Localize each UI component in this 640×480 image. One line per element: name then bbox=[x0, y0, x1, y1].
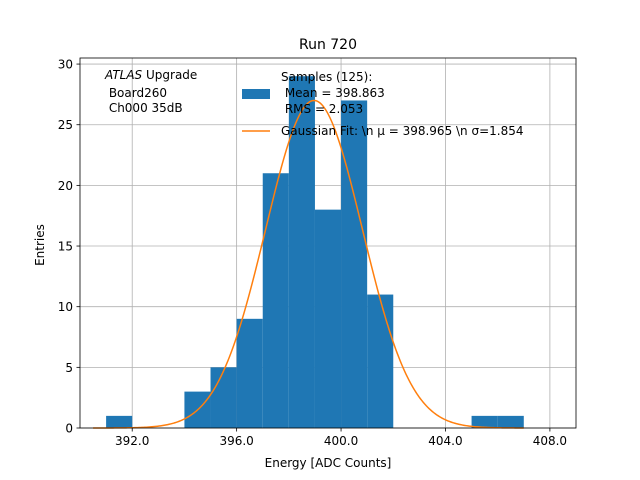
histogram-bar bbox=[341, 100, 368, 428]
y-tick-label: 25 bbox=[58, 118, 73, 132]
histogram-bar bbox=[497, 415, 524, 428]
legend-hist-line-3: RMS = 2.053 bbox=[281, 102, 363, 116]
annotation-upgrade: Upgrade bbox=[142, 68, 197, 82]
legend-hist-swatch bbox=[242, 89, 270, 99]
annotation-line-3: Ch000 35dB bbox=[105, 101, 183, 115]
x-axis-label: Energy [ADC Counts] bbox=[265, 456, 392, 470]
histogram-bar bbox=[288, 76, 315, 429]
x-tick-label: 392.0 bbox=[115, 434, 149, 448]
annotation-line-1: ATLAS Upgrade bbox=[104, 68, 197, 82]
annotation-atlas: ATLAS bbox=[104, 68, 143, 82]
legend: Samples (125): Mean = 398.863 RMS = 2.05… bbox=[242, 70, 524, 138]
legend-hist-line-2: Mean = 398.863 bbox=[281, 86, 385, 100]
x-tick-label: 400.0 bbox=[324, 434, 358, 448]
y-tick-label: 10 bbox=[58, 300, 73, 314]
x-tick-label: 404.0 bbox=[428, 434, 462, 448]
histogram-bar bbox=[314, 209, 342, 428]
histogram-bar bbox=[367, 294, 394, 428]
y-tick-label: 15 bbox=[58, 240, 73, 254]
legend-fit-label: Gaussian Fit: \n μ = 398.965 \n σ=1.854 bbox=[281, 124, 524, 138]
y-tick-label: 20 bbox=[58, 179, 73, 193]
y-tick-label: 5 bbox=[65, 361, 73, 375]
histogram-bar bbox=[471, 415, 498, 428]
x-tick-label: 408.0 bbox=[533, 434, 567, 448]
histogram-bar bbox=[236, 318, 263, 428]
y-tick-label: 30 bbox=[58, 58, 73, 72]
histogram-bars bbox=[106, 76, 524, 429]
atlas-annotation: ATLAS Upgrade Board260 Ch000 35dB bbox=[104, 68, 197, 115]
annotation-line-2: Board260 bbox=[105, 86, 167, 100]
y-axis-label: Entries bbox=[33, 224, 47, 266]
histogram-bar bbox=[210, 367, 237, 428]
plot-frame bbox=[79, 57, 577, 429]
y-tick-label: 0 bbox=[65, 422, 73, 436]
gaussian-fit-line bbox=[93, 99, 524, 429]
histogram-bar bbox=[106, 415, 133, 428]
gaussian-fit bbox=[93, 99, 524, 429]
axes: 392.0 396.0 400.0 404.0 408.0 0 5 10 15 20 25 30 bbox=[58, 57, 577, 448]
chart-title: Run 720 bbox=[299, 37, 357, 53]
histogram-bar bbox=[262, 173, 289, 428]
x-tick-label: 396.0 bbox=[219, 434, 253, 448]
legend-hist-line-1: Samples (125): bbox=[281, 70, 372, 84]
